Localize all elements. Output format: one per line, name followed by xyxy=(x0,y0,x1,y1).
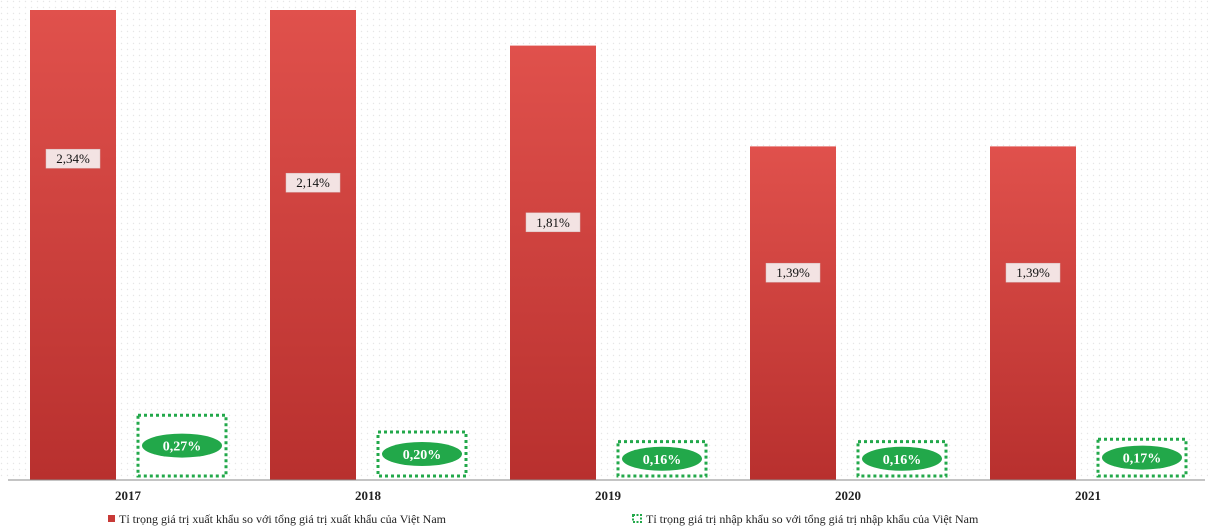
export-bar-2020 xyxy=(750,146,836,480)
export-value-label-box-2019 xyxy=(525,212,581,233)
export-value-label-2021: 1,39% xyxy=(1016,265,1050,280)
import-value-label-2020: 0,16% xyxy=(883,453,922,468)
export-value-label-box-2021 xyxy=(1005,262,1061,283)
import-value-pill-2019 xyxy=(622,446,702,471)
import-value-label-2017: 0,27% xyxy=(163,440,202,455)
export-value-label-box-2018 xyxy=(285,172,341,193)
export-bar-2018 xyxy=(270,10,356,480)
import-value-pill-2017 xyxy=(142,433,222,458)
export-bar-2019 xyxy=(510,45,596,480)
legend: Tỉ trọng giá trị xuất khẩu so với tổng g… xyxy=(108,512,979,526)
import-value-pill-2021 xyxy=(1102,445,1182,470)
export-value-label-2020: 1,39% xyxy=(776,265,810,280)
export-value-label-2019: 1,81% xyxy=(536,215,570,230)
legend-export-swatch xyxy=(108,515,115,522)
export-value-label-box-2020 xyxy=(765,262,821,283)
x-tick-label-2020: 2020 xyxy=(835,488,861,503)
x-tick-label-2017: 2017 xyxy=(115,488,142,503)
export-bar-2017 xyxy=(30,10,116,480)
x-tick-label-2021: 2021 xyxy=(1075,488,1101,503)
export-value-label-box-2017 xyxy=(45,148,101,169)
import-value-label-2018: 0,20% xyxy=(403,448,442,463)
export-value-label-2017: 2,34% xyxy=(56,151,90,166)
export-bar-2021 xyxy=(990,146,1076,480)
legend-import-swatch xyxy=(632,514,642,523)
import-value-pill-2018 xyxy=(382,442,462,466)
legend-export-label: Tỉ trọng giá trị xuất khẩu so với tổng g… xyxy=(119,512,447,526)
x-tick-label-2018: 2018 xyxy=(355,488,382,503)
legend-import-label: Tỉ trọng giá trị nhập khẩu so với tổng g… xyxy=(646,512,979,526)
export-value-label-2018: 2,14% xyxy=(296,175,330,190)
import-value-label-2019: 0,16% xyxy=(643,453,682,468)
x-tick-label-2019: 2019 xyxy=(595,488,622,503)
import-value-pill-2020 xyxy=(862,446,942,471)
import-value-label-2021: 0,17% xyxy=(1123,452,1162,467)
